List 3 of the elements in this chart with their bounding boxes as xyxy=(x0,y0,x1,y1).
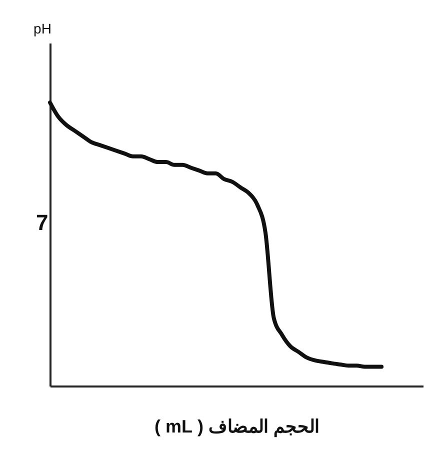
x-axis-title: الحجم المضاف ( mL ) xyxy=(154,416,320,438)
text: 7 xyxy=(36,210,48,235)
y-axis-title: pH xyxy=(34,20,52,36)
